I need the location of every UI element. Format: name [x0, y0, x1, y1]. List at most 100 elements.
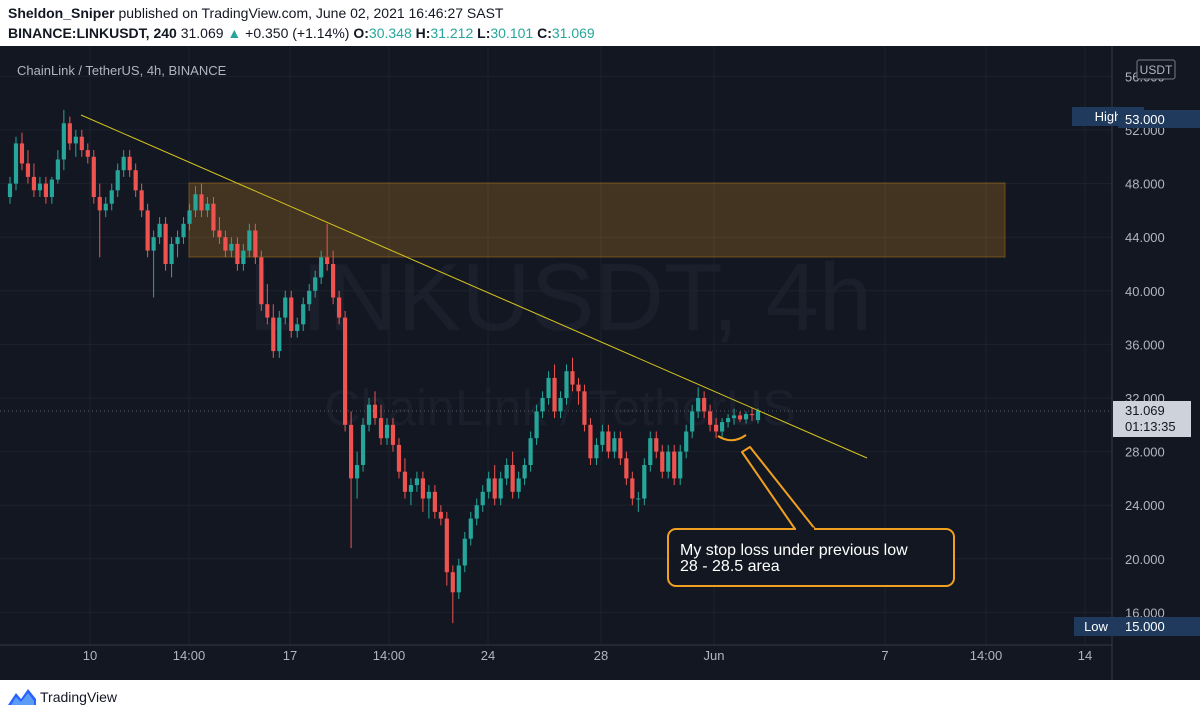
candle-body — [660, 451, 665, 472]
candle-body — [684, 431, 689, 452]
candle-body — [211, 203, 216, 231]
candle-body — [552, 377, 557, 412]
candle-body — [265, 304, 270, 318]
candle-body — [253, 230, 258, 258]
candle-body — [731, 415, 737, 419]
candle-body — [175, 237, 180, 244]
candle-body — [672, 451, 677, 479]
low-value-box — [1118, 617, 1200, 636]
price-tick-label: 40.000 — [1125, 284, 1165, 299]
candle-body — [199, 194, 204, 211]
candle-body — [85, 150, 90, 157]
candle-body — [414, 478, 420, 486]
candle-body — [331, 264, 336, 298]
high-value: 31.212 — [430, 25, 474, 41]
supply-zone[interactable] — [188, 182, 1006, 258]
close-label: C: — [537, 25, 552, 41]
currency-badge[interactable] — [1136, 59, 1176, 80]
candle-body — [247, 230, 252, 251]
candle-body — [235, 243, 240, 264]
price-tick-label: 16.000 — [1125, 605, 1165, 620]
chart-svg[interactable]: LINKUSDT, 4h ChainLink / TetherUS My sto… — [0, 46, 1200, 680]
candle-body — [624, 458, 629, 479]
candle-body — [97, 197, 102, 211]
price-tick-label: 24.000 — [1125, 498, 1165, 513]
candle-body — [307, 290, 312, 305]
open-label: O: — [353, 25, 369, 41]
candle-body — [654, 438, 659, 452]
candle-body — [426, 491, 431, 499]
low-value: 15.000 — [1125, 619, 1165, 634]
candle-body — [384, 424, 390, 439]
candle-body — [516, 478, 521, 492]
candle-body — [109, 190, 114, 204]
trendline[interactable] — [80, 114, 868, 459]
time-axis[interactable]: 10 14:00 17 14:00 24 28 Jun 7 14:00 14 — [83, 648, 1092, 663]
last-price-box — [1113, 401, 1191, 437]
chart-area[interactable]: LINKUSDT, 4h ChainLink / TetherUS My sto… — [0, 46, 1200, 680]
candle-body — [690, 411, 695, 432]
low-value: 30.101 — [490, 25, 534, 41]
low-label: L: — [477, 25, 491, 41]
candle-body — [402, 471, 408, 492]
publish-line: Sheldon_Sniper published on TradingView.… — [8, 5, 503, 21]
candle-body — [648, 438, 653, 465]
candle-body — [7, 183, 13, 197]
price-tick-label: 36.000 — [1125, 337, 1165, 352]
candle-body — [289, 297, 294, 331]
time-tick-label: 24 — [481, 648, 495, 663]
candle-body — [588, 424, 593, 459]
candle-body — [301, 304, 306, 325]
candle-body — [540, 398, 545, 412]
publish-header: Sheldon_Sniper published on TradingView.… — [0, 0, 1200, 46]
time-tick-label: 28 — [594, 648, 608, 663]
candle-body — [133, 170, 138, 191]
author-name[interactable]: Sheldon_Sniper — [8, 5, 115, 21]
interval: 240 — [153, 25, 177, 41]
high-value: 53.000 — [1125, 112, 1165, 127]
candle-body — [456, 565, 461, 593]
candles — [7, 109, 761, 624]
candle-body — [702, 398, 707, 412]
last-price: 31.069 — [180, 25, 224, 41]
footer: TradingView — [0, 680, 1200, 713]
candle-body — [708, 411, 713, 425]
candle-body — [67, 123, 72, 144]
candle-body — [325, 257, 330, 264]
candle-body — [337, 297, 342, 318]
candle-body — [666, 451, 671, 472]
high-value-box — [1118, 110, 1200, 128]
candle-body — [576, 384, 581, 392]
candle-body — [755, 410, 761, 421]
candle-body — [79, 136, 84, 151]
tradingview-logo-icon[interactable] — [8, 685, 36, 707]
candle-body — [534, 411, 539, 439]
candle-body — [743, 414, 749, 420]
candle-body — [295, 324, 300, 331]
candle-body — [696, 398, 701, 412]
candle-body — [187, 210, 192, 224]
candle-body — [319, 257, 324, 278]
candle-body — [19, 143, 25, 164]
candle-body — [528, 438, 533, 465]
candle-body — [510, 465, 515, 492]
candle-body — [91, 156, 96, 197]
low-marker-arc — [717, 434, 747, 442]
time-tick-label: 14:00 — [373, 648, 406, 663]
candle-body — [594, 444, 599, 459]
candle-body — [139, 190, 144, 211]
published-info: published on TradingView.com, June 02, 2… — [118, 5, 504, 21]
candle-body — [13, 143, 19, 184]
candle-body — [217, 230, 222, 238]
candle-body — [444, 518, 449, 573]
candle-body — [127, 156, 132, 171]
candle-body — [37, 183, 43, 191]
candle-body — [169, 243, 174, 264]
close-value: 31.069 — [551, 25, 595, 41]
candle-body — [151, 237, 156, 251]
chart-legend: ChainLink / TetherUS, 4h, BINANCE — [17, 63, 227, 78]
tradingview-brand[interactable]: TradingView — [40, 689, 118, 705]
time-tick-label: Jun — [704, 648, 725, 663]
high-label: High — [1095, 109, 1122, 124]
candle-body — [570, 371, 575, 385]
